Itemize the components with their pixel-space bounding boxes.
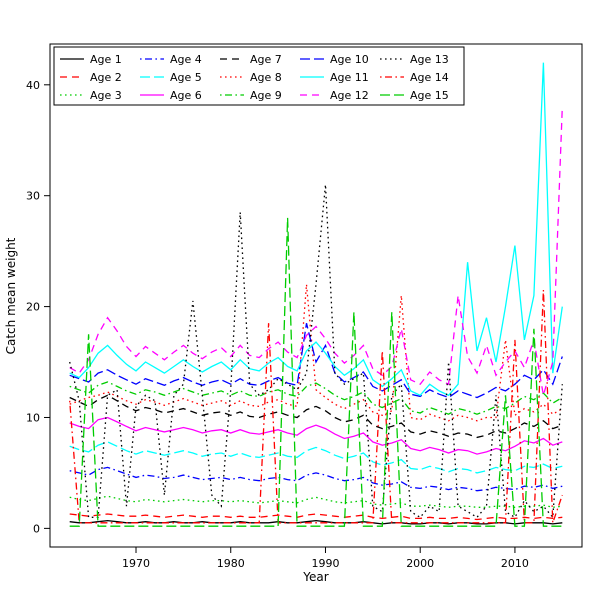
legend-label-age-9: Age 9	[250, 89, 282, 102]
legend-label-age-12: Age 12	[330, 89, 369, 102]
legend-label-age-3: Age 3	[90, 89, 122, 102]
legend-label-age-11: Age 11	[330, 71, 369, 84]
series-line-age-8	[69, 284, 563, 422]
legend-item-age-6: Age 6	[140, 89, 202, 102]
legend-label-age-13: Age 13	[410, 53, 449, 66]
legend-item-age-12: Age 12	[300, 89, 369, 102]
series-line-age-2	[69, 513, 563, 521]
x-tick-label-2000: 2000	[406, 557, 434, 570]
legend-item-age-9: Age 9	[220, 89, 282, 102]
legend-label-age-10: Age 10	[330, 53, 369, 66]
legend-item-age-3: Age 3	[60, 89, 122, 102]
series-line-age-6	[69, 416, 563, 455]
series-line-age-12	[69, 106, 563, 396]
legend-item-age-14: Age 14	[380, 71, 449, 84]
legend-label-age-15: Age 15	[410, 89, 449, 102]
axis-layer: 1970 1980 1990 2000 2010 0 10 20 30 40	[26, 79, 529, 570]
legend-label-age-14: Age 14	[410, 71, 449, 84]
legend-item-age-7: Age 7	[220, 53, 282, 66]
y-tick-label-10: 10	[26, 411, 40, 424]
legend-item-age-10: Age 10	[300, 53, 369, 66]
legend-item-age-4: Age 4	[140, 53, 202, 66]
y-tick-label-0: 0	[33, 522, 40, 535]
legend-item-age-13: Age 13	[380, 53, 449, 66]
x-tick-label-2010: 2010	[501, 557, 529, 570]
legend-label-age-1: Age 1	[90, 53, 122, 66]
y-tick-label-30: 30	[26, 190, 40, 203]
series-line-age-5	[69, 441, 563, 474]
x-tick-label-1980: 1980	[217, 557, 245, 570]
legend-label-age-6: Age 6	[170, 89, 202, 102]
legend-item-age-15: Age 15	[380, 89, 449, 102]
series-line-age-9	[69, 381, 563, 415]
series-line-age-7	[69, 394, 563, 439]
series-line-age-4	[69, 466, 563, 492]
series-line-age-11	[69, 62, 563, 397]
y-tick-label-40: 40	[26, 79, 40, 92]
legend-box	[53, 46, 465, 106]
legend-label-age-7: Age 7	[250, 53, 282, 66]
legend-item-age-5: Age 5	[140, 71, 202, 84]
series-line-age-10	[69, 323, 563, 399]
x-axis-label: Year	[302, 570, 328, 584]
series-layer	[69, 62, 563, 527]
y-tick-label-20: 20	[26, 301, 40, 314]
legend-item-age-1: Age 1	[60, 53, 122, 66]
legend-item-age-8: Age 8	[220, 71, 282, 84]
legend-label-age-2: Age 2	[90, 71, 122, 84]
legend-label-age-8: Age 8	[250, 71, 282, 84]
x-tick-label-1970: 1970	[122, 557, 150, 570]
legend-label-age-4: Age 4	[170, 53, 202, 66]
legend-item-age-2: Age 2	[60, 71, 122, 84]
legend: Age 1 Age 2 Age 3 Age 4 Age 5 Age 6 Age 7 Age 8…	[53, 46, 465, 106]
series-line-age-14	[69, 289, 563, 524]
legend-item-age-11: Age 11	[300, 71, 369, 84]
legend-label-age-5: Age 5	[170, 71, 202, 84]
y-axis-label: Catch mean weight	[4, 237, 18, 354]
series-line-age-15	[69, 217, 563, 527]
x-tick-label-1990: 1990	[311, 557, 339, 570]
plot-border	[49, 43, 583, 548]
series-line-age-3	[69, 495, 563, 508]
